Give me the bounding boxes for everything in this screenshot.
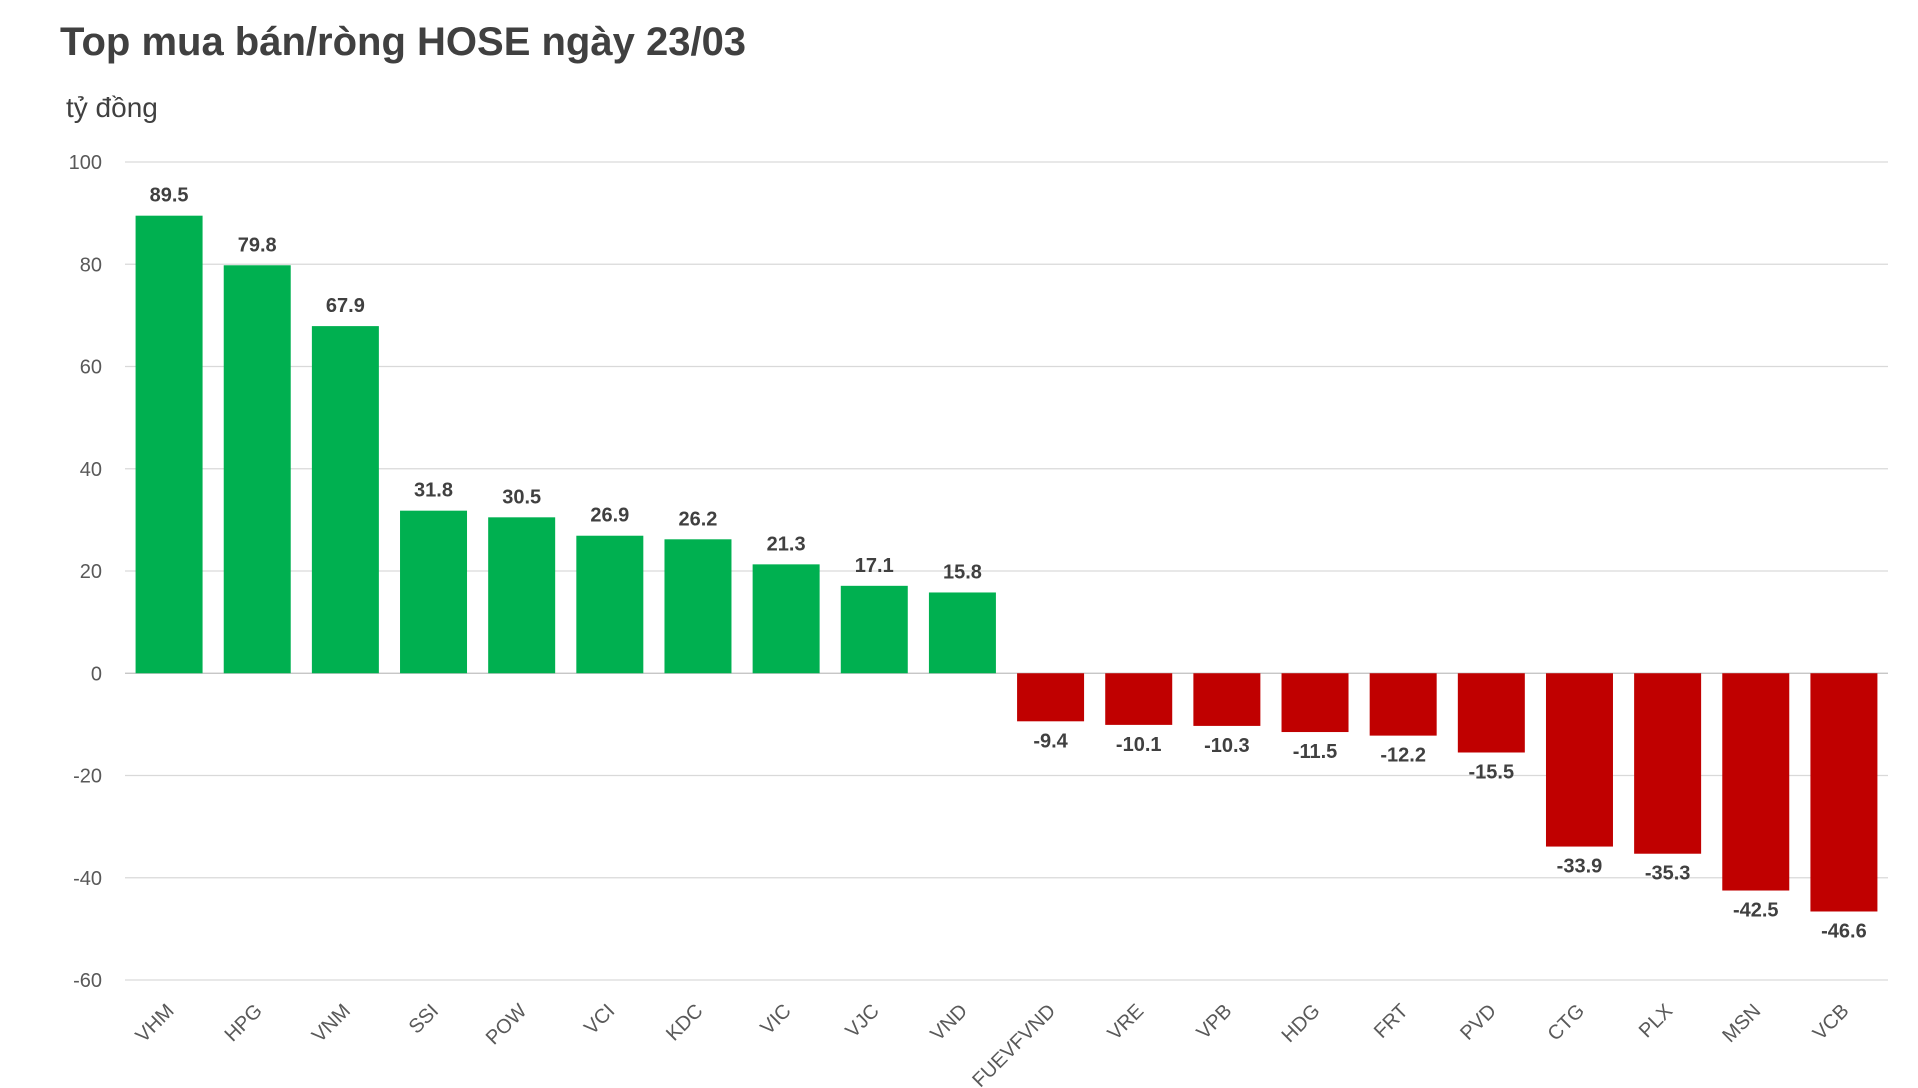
bar: [664, 539, 732, 674]
x-tick-label: FUEVFVND: [968, 1000, 1060, 1088]
data-label: -33.9: [1557, 856, 1603, 878]
y-tick-label: -20: [73, 766, 102, 788]
y-tick-label: 0: [91, 663, 102, 685]
bar: [1810, 673, 1878, 912]
y-tick-label: 80: [80, 254, 102, 276]
data-label: 89.5: [150, 185, 189, 207]
bar: [1545, 673, 1613, 847]
data-label: -10.1: [1116, 734, 1162, 756]
bars: [135, 215, 1878, 912]
bar: [1105, 673, 1173, 725]
data-label: 17.1: [855, 555, 894, 577]
x-tick-label: PLX: [1635, 1000, 1677, 1042]
x-tick-label: HDG: [1278, 1000, 1325, 1047]
x-tick-label: VRE: [1104, 1000, 1149, 1045]
data-labels: 89.5 79.8 67.9 31.8 30.5 26.9 26.2 21.3 17.1 15.8…: [150, 185, 1867, 943]
y-tick-label: -60: [73, 970, 102, 992]
bar: [928, 592, 996, 674]
x-tick-label: POW: [482, 1000, 531, 1049]
x-tick-label: VPB: [1193, 1000, 1237, 1044]
bar: [1017, 673, 1085, 722]
data-label: -42.5: [1733, 900, 1779, 922]
y-axis-ticks: 100 80 60 40 20 0 -20 -40 -60: [69, 152, 102, 992]
data-label: 26.9: [590, 505, 629, 527]
x-tick-label: FRT: [1370, 1000, 1413, 1043]
bar: [576, 535, 644, 674]
data-label: 67.9: [326, 295, 365, 317]
y-tick-label: 40: [80, 459, 102, 481]
x-tick-label: KDC: [662, 1000, 707, 1045]
bar: [135, 215, 203, 674]
x-tick-label: MSN: [1718, 1000, 1765, 1047]
y-tick-label: 100: [69, 152, 102, 174]
x-tick-label: VHM: [132, 1000, 179, 1047]
data-label: 30.5: [502, 486, 541, 508]
chart-title: Top mua bán/ròng HOSE ngày 23/03: [60, 20, 747, 64]
data-label: -46.6: [1821, 920, 1867, 942]
data-label: 21.3: [767, 533, 806, 555]
data-label: -35.3: [1645, 863, 1691, 885]
bar: [488, 517, 556, 674]
bar: [311, 326, 379, 674]
y-tick-label: 60: [80, 357, 102, 379]
gridlines: [125, 161, 1888, 981]
bar: [1722, 673, 1790, 891]
y-tick-label: 20: [80, 561, 102, 583]
data-label: -11.5: [1293, 741, 1337, 763]
x-tick-label: VND: [927, 1000, 972, 1045]
x-tick-label: VIC: [757, 1000, 796, 1039]
x-tick-label: VNM: [308, 1000, 355, 1047]
bar: [1634, 673, 1702, 854]
bar: [1369, 673, 1437, 736]
x-tick-label: VJC: [842, 1000, 884, 1042]
data-label: -10.3: [1204, 735, 1250, 757]
x-tick-label: SSI: [405, 1000, 443, 1038]
x-tick-label: CTG: [1544, 1000, 1589, 1045]
x-tick-label: VCB: [1809, 1000, 1854, 1045]
data-label: -15.5: [1469, 761, 1515, 783]
data-label: 15.8: [943, 561, 982, 583]
data-label: -12.2: [1380, 745, 1426, 767]
x-tick-label: PVD: [1456, 1000, 1501, 1045]
data-label: 31.8: [414, 480, 453, 502]
x-tick-label: HPG: [221, 1000, 267, 1046]
bar: [1193, 673, 1261, 726]
bar: [400, 510, 468, 674]
bar: [1281, 673, 1349, 733]
bar: [1457, 673, 1525, 753]
bar: [223, 265, 291, 674]
y-tick-label: -40: [73, 868, 102, 890]
data-label: -9.4: [1033, 730, 1068, 752]
bar: [752, 564, 820, 674]
data-label: 79.8: [238, 234, 277, 256]
bar: [840, 585, 908, 674]
data-label: 26.2: [679, 508, 718, 530]
x-tick-label: VCI: [580, 1000, 619, 1039]
y-axis-unit-label: tỷ đồng: [66, 92, 158, 123]
